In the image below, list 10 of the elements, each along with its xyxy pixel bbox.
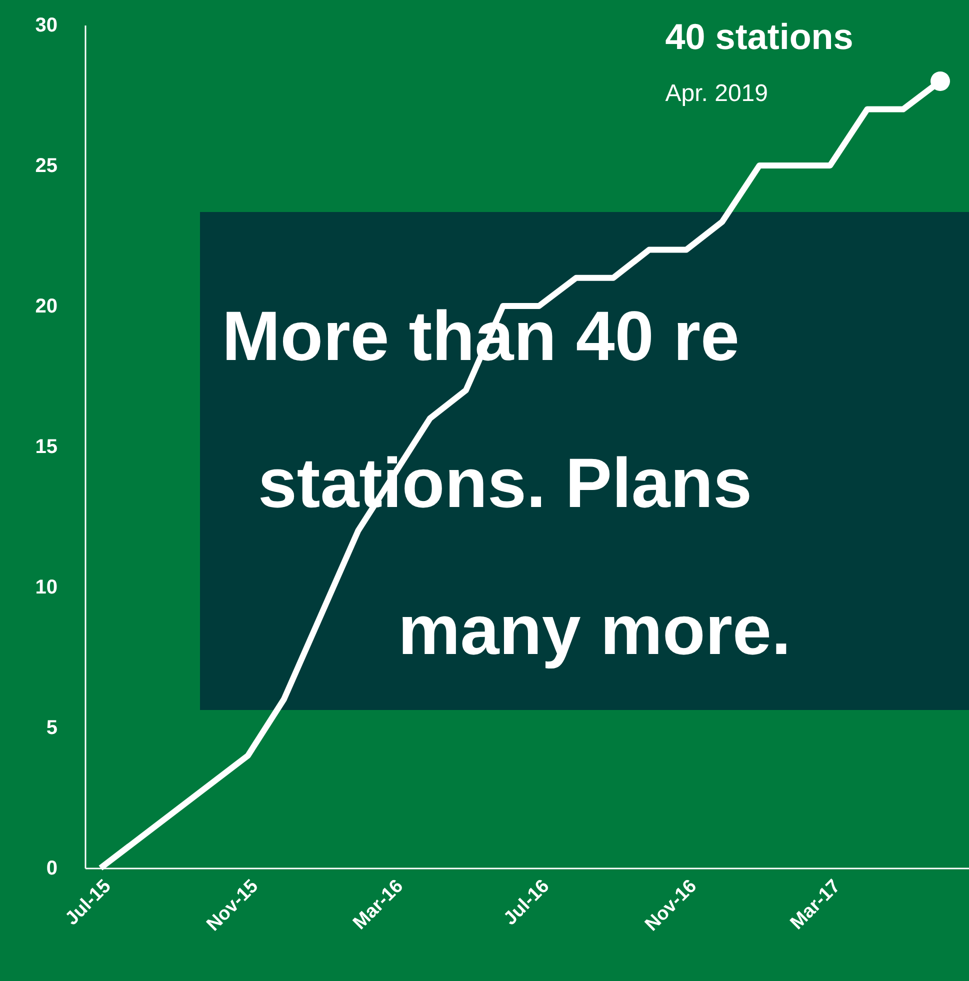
annotation: 40 stations [665, 16, 854, 58]
y-tick-label: 15 [35, 436, 58, 458]
y-tick-label: 25 [35, 155, 58, 177]
y-tick-label: 30 [35, 14, 58, 36]
y-tick-label: 5 [46, 717, 58, 739]
annotation: many more. [398, 591, 791, 669]
y-tick-label: 20 [35, 296, 58, 318]
y-tick-label: 10 [35, 576, 58, 598]
annotation: Apr. 2019 [665, 80, 768, 108]
y-tick-label: 0 [46, 858, 58, 880]
